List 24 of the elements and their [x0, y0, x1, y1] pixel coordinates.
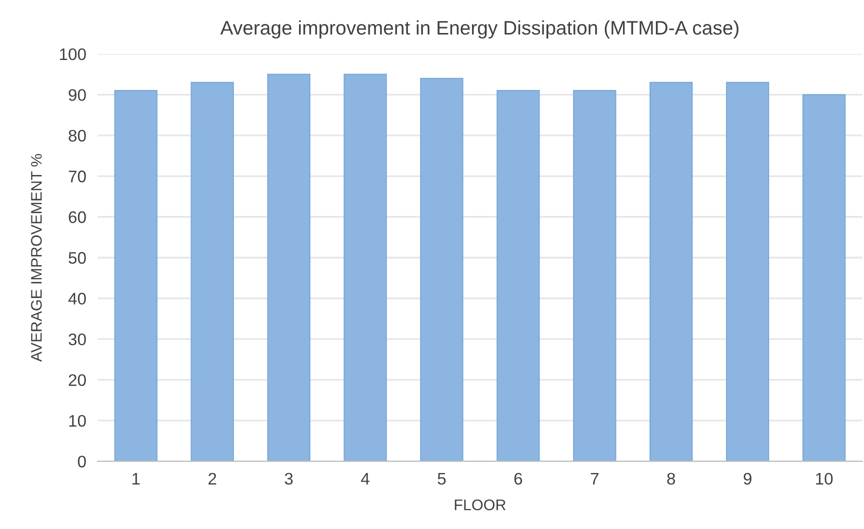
chart-title: Average improvement in Energy Dissipation (MTMD-A case)	[220, 20, 738, 39]
x-tick-label: 8	[667, 472, 676, 485]
y-axis-title: AVERAGE IMPROVEMENT %	[30, 154, 42, 362]
y-tick-label: 70	[68, 170, 86, 182]
x-tick-label: 5	[438, 473, 446, 485]
x-tick-label: 1	[132, 473, 140, 484]
x-tick-label: 7	[590, 473, 598, 484]
x-tick-label: 4	[361, 473, 370, 484]
y-tick-label: 0	[78, 456, 86, 468]
x-tick-label: 2	[208, 472, 216, 484]
x-axis-title: FLOOR	[454, 499, 506, 510]
y-tick-label: 80	[68, 130, 86, 142]
x-tick-label: 3	[284, 472, 293, 485]
y-tick-label: 30	[68, 333, 86, 346]
y-tick-label: 40	[68, 292, 86, 305]
y-tick-label: 90	[68, 89, 86, 101]
x-tick-label: 9	[744, 472, 752, 485]
x-tick-label: 10	[816, 472, 833, 485]
y-tick-label: 50	[68, 252, 86, 264]
y-tick-label: 60	[68, 211, 86, 224]
y-tick-label: 100	[60, 48, 86, 60]
y-tick-label: 10	[69, 414, 86, 427]
x-tick-label: 6	[514, 472, 522, 485]
y-tick-label: 20	[68, 374, 86, 386]
